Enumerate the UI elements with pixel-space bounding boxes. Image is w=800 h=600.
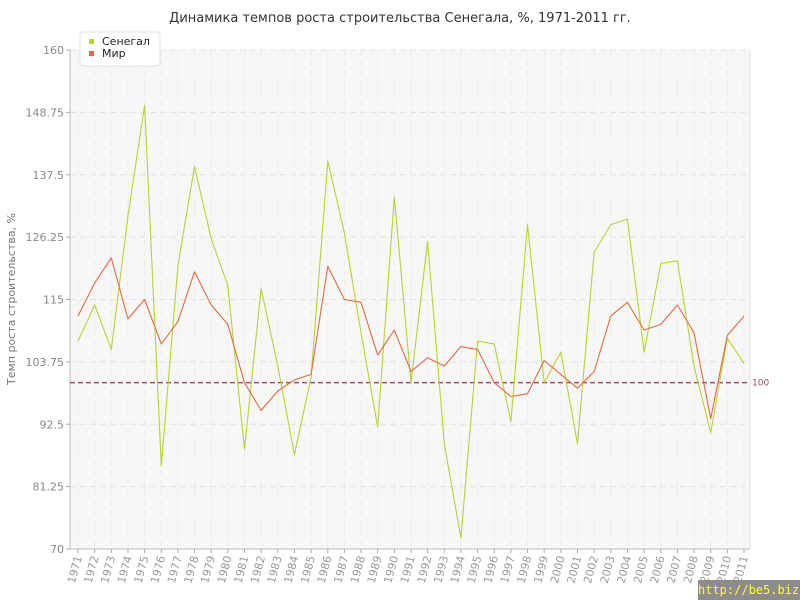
legend-entry: Мир xyxy=(102,47,126,60)
y-tick-label: 148.75 xyxy=(26,106,65,119)
y-tick-label: 70 xyxy=(50,543,64,556)
legend-entry: Сенегал xyxy=(102,35,150,48)
y-tick-label: 137.5 xyxy=(33,169,65,182)
series-group xyxy=(77,104,745,539)
series-line-1 xyxy=(77,257,745,420)
y-axis-label: Темп роста строительства, % xyxy=(5,213,18,386)
legend-box xyxy=(79,31,161,67)
y-axis-ticks: 70 81.25 92.5 103.75 115 126.25 137.5 148.75 160 xyxy=(26,44,70,556)
y-tick-label: 126.25 xyxy=(26,231,65,244)
y-tick-label: 81.25 xyxy=(33,481,65,494)
watermark: http://be5.biz/ xyxy=(698,580,800,600)
legend-swatch xyxy=(89,51,94,56)
y-tick-label: 92.5 xyxy=(40,418,65,431)
x-axis-ticks: 1971197219731974197519761977197819791980… xyxy=(65,549,751,585)
y-tick-label: 103.75 xyxy=(26,356,65,369)
legend-swatch xyxy=(89,39,94,44)
series-line-0 xyxy=(77,104,745,539)
y-tick-label: 115 xyxy=(43,294,64,307)
grid xyxy=(70,49,750,549)
y-tick-label: 160 xyxy=(43,44,64,57)
reference-line-label: 100 xyxy=(752,379,769,389)
chart-title: Динамика темпов роста строительства Сене… xyxy=(169,11,631,26)
reference-line: 100 xyxy=(70,379,769,389)
